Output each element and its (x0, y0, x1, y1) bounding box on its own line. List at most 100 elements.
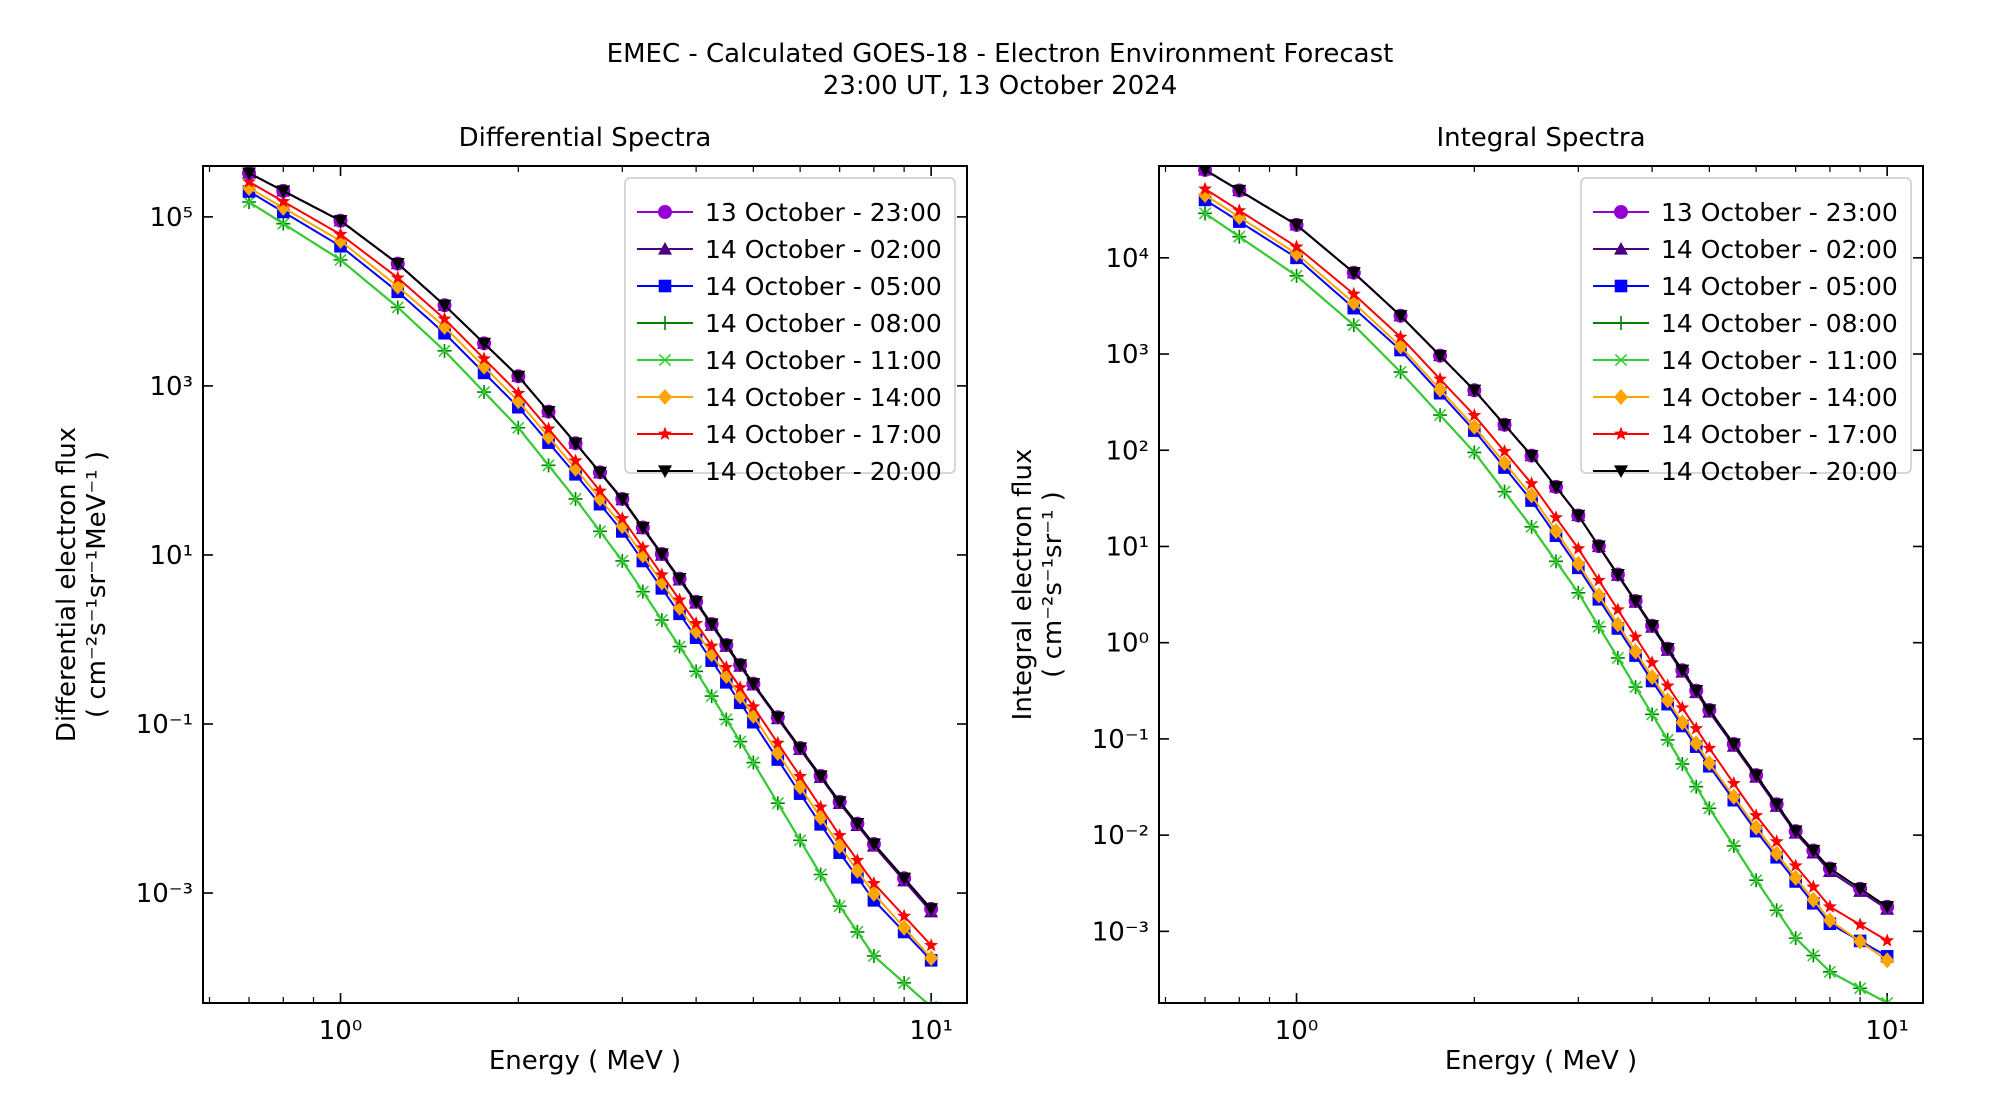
data-point (1806, 879, 1821, 893)
data-point (1788, 858, 1803, 872)
data-point (593, 483, 607, 497)
data-point (615, 511, 630, 525)
data-point (654, 567, 669, 581)
data-point (276, 185, 291, 198)
data-point (1232, 184, 1247, 198)
legend-label: 14 October - 17:00 (1661, 420, 1898, 449)
legend-marker (1614, 279, 1628, 293)
data-point (1689, 735, 1704, 752)
data-point (1394, 365, 1407, 379)
legend-label: 14 October - 20:00 (705, 457, 942, 486)
data-point (655, 613, 669, 627)
data-point (1290, 269, 1303, 282)
legend: 13 October - 23:00 14 October - 02:00 14 O… (1580, 177, 1912, 486)
data-point (1853, 883, 1868, 896)
x-axis-label: Energy ( MeV ) (489, 1046, 681, 1076)
legend-entry: 13 October - 23:00 (637, 198, 942, 227)
data-point (1880, 996, 1894, 1003)
data-point (746, 699, 761, 713)
data-point (1702, 755, 1717, 772)
integral-spectra-panel: Integral Spectra Energy ( MeV ) Integral e… (1008, 123, 1924, 1076)
data-point (705, 689, 718, 703)
x-tick-label: 10⁰ (319, 1016, 363, 1046)
data-point (1591, 573, 1606, 587)
series-line (248, 187, 932, 959)
data-point (1806, 844, 1821, 858)
plot-area (1198, 166, 1895, 1003)
data-point (897, 908, 912, 923)
data-point (1610, 616, 1625, 633)
data-point (593, 525, 607, 538)
data-point (437, 299, 452, 313)
data-point (511, 393, 526, 410)
x-tick-label: 10¹ (1865, 1016, 1909, 1046)
figure-title-line2: 23:00 UT, 13 October 2024 (822, 71, 1178, 101)
data-point (833, 899, 846, 913)
legend-marker (1614, 353, 1628, 367)
legend-marker (1614, 426, 1628, 440)
data-point (390, 270, 405, 284)
legend-entry: 14 October - 14:00 (1593, 383, 1898, 412)
data-point (689, 665, 703, 678)
data-point (719, 667, 734, 684)
legend-entry: 14 October - 08:00 (1593, 309, 1898, 338)
data-point (276, 194, 291, 208)
data-point (1524, 487, 1539, 504)
data-point (1232, 208, 1247, 226)
data-point (635, 540, 650, 554)
series-line (1204, 212, 1888, 1003)
data-point (1233, 230, 1246, 243)
y-axis-label-line2: ( cm⁻²s⁻¹sr⁻¹ ) (1038, 491, 1068, 678)
data-point (242, 174, 257, 188)
data-point (1393, 329, 1408, 344)
y-axis-label-line1: Differential electron flux (52, 427, 82, 742)
data-point (1592, 620, 1606, 633)
data-point (672, 592, 687, 606)
legend-box (624, 177, 956, 474)
data-point (1702, 704, 1717, 717)
legend-marker (658, 205, 672, 219)
data-point (390, 258, 405, 271)
data-point (1549, 555, 1563, 568)
legend-label: 14 October - 08:00 (705, 309, 942, 338)
data-point (1880, 952, 1895, 969)
data-point (1433, 371, 1448, 386)
data-point (1628, 595, 1643, 609)
data-point (1675, 700, 1690, 714)
panel-title: Differential Spectra (459, 123, 712, 153)
data-point (1770, 904, 1783, 917)
y-tick-label: 10⁴ (1105, 244, 1149, 274)
data-point (569, 492, 582, 506)
y-tick-label: 10⁻³ (1092, 917, 1149, 947)
series-line (248, 180, 932, 947)
data-point (1467, 408, 1482, 422)
data-point (1675, 664, 1690, 678)
y-axis-label-line2: ( cm⁻²s⁻¹sr⁻¹MeV⁻¹ ) (82, 451, 112, 718)
data-point (1628, 629, 1643, 644)
legend-label: 14 October - 05:00 (705, 272, 942, 301)
legend-box (1580, 177, 1912, 474)
data-point (541, 421, 556, 435)
data-point (1497, 454, 1512, 472)
data-point (793, 742, 808, 756)
legend-marker (658, 426, 672, 440)
figure-title-line1: EMEC - Calculated GOES-18 - Electron Env… (606, 39, 1394, 69)
series-14-october---2000 (242, 167, 939, 916)
legend-label: 13 October - 23:00 (705, 198, 942, 227)
data-point (1689, 721, 1704, 735)
y-tick-label: 10⁻³ (136, 879, 193, 909)
y-tick-label: 10⁻¹ (1092, 725, 1149, 755)
legend-marker (1614, 388, 1628, 406)
y-axis-label-line1: Integral electron flux (1008, 449, 1038, 721)
legend-entry: 14 October - 05:00 (1593, 272, 1898, 301)
data-point (1726, 738, 1741, 752)
data-point (1468, 446, 1481, 459)
data-point (1727, 839, 1740, 853)
legend-label: 14 October - 17:00 (705, 420, 942, 449)
data-point (1232, 203, 1247, 217)
data-point (1198, 166, 1212, 177)
data-point (832, 828, 847, 842)
data-point (1393, 310, 1408, 323)
data-point (1749, 819, 1764, 836)
data-point (541, 406, 556, 419)
